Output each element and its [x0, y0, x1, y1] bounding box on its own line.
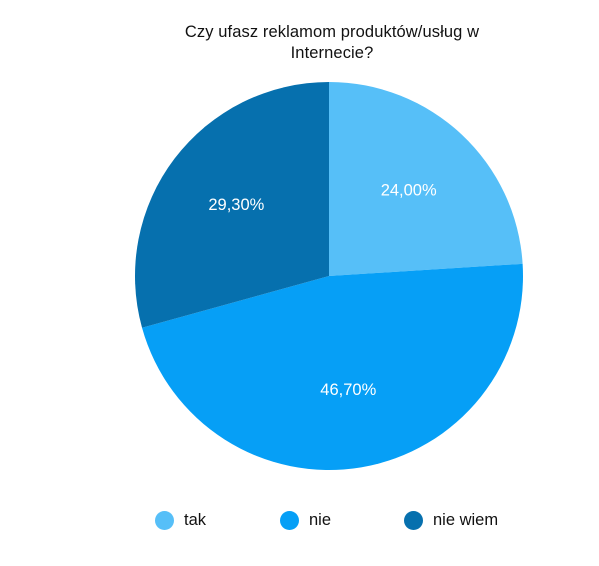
legend-swatch-nie-wiem: [404, 510, 423, 530]
legend-label-nie: nie: [309, 511, 332, 529]
chart-title: Czy ufasz reklamom produktów/usług w Int…: [0, 22, 599, 64]
pie-slice-nie-wiem: [135, 82, 329, 328]
legend-item-tak: tak: [155, 506, 206, 534]
data-label-nie-wiem: 29,30%: [208, 196, 264, 214]
legend-item-nie: nie: [280, 506, 331, 534]
legend-swatch-nie: [280, 510, 299, 530]
data-label-tak: 24,00%: [381, 182, 437, 200]
legend-swatch-tak: [155, 510, 174, 530]
legend-label-tak: tak: [184, 511, 207, 529]
legend-label-nie-wiem: nie wiem: [433, 511, 499, 529]
data-label-nie: 46,70%: [320, 381, 376, 399]
chart-title-line-2: Internecie?: [290, 44, 374, 62]
legend-item-nie-wiem: nie wiem: [404, 506, 498, 534]
pie-slice-nie: [142, 263, 524, 470]
pie-slice-tak: [329, 82, 523, 276]
chart-title-line-1: Czy ufasz reklamom produktów/usług w: [184, 23, 480, 41]
legend: tak nie nie wiem: [0, 506, 599, 534]
